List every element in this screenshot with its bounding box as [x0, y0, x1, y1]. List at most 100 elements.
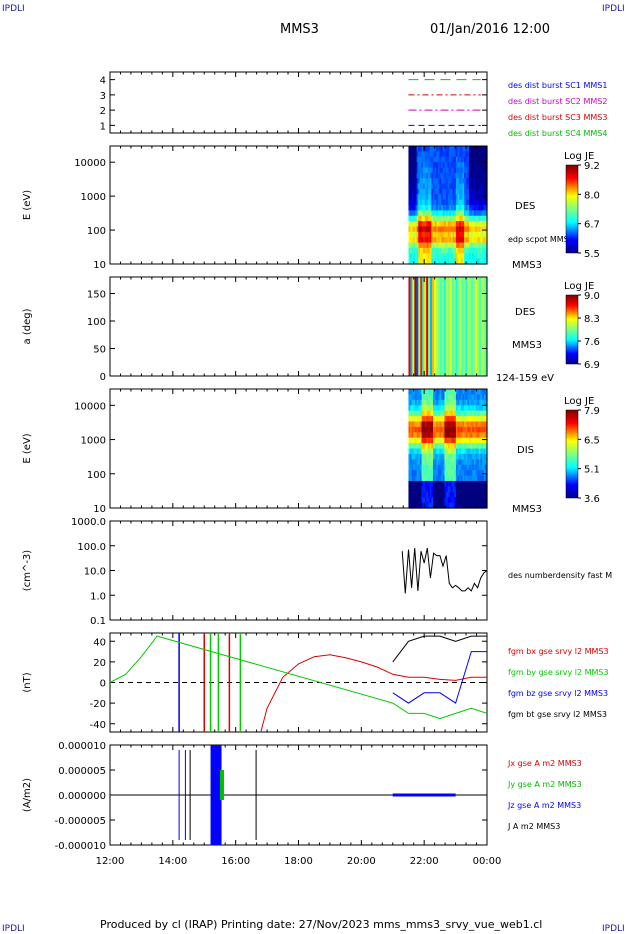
ylabel-des-energy: E (eV)	[22, 190, 33, 220]
spectrogram-cell	[478, 205, 482, 211]
spectrogram-cell	[460, 242, 464, 249]
ylabel-density: (cm^-3)	[22, 550, 33, 591]
spectrogram-cell	[449, 253, 452, 260]
spectrogram-cell	[433, 247, 436, 254]
spectrogram-cell	[478, 247, 482, 254]
spectrogram-cell	[460, 188, 464, 195]
pitch-stripe	[457, 277, 461, 376]
spectrogram-cell	[416, 167, 419, 174]
spectrogram-cell	[436, 162, 439, 169]
spectrogram-cell	[429, 405, 432, 412]
spectrogram-cell	[442, 253, 446, 260]
spectrogram-cell	[472, 231, 475, 238]
spectrogram-cell	[447, 453, 450, 460]
spectrogram-cell	[464, 443, 467, 450]
spectrogram-cell	[419, 410, 423, 417]
spectrogram-cell	[482, 453, 485, 460]
spectrogram-cell	[480, 497, 483, 504]
spectrogram-cell	[467, 432, 470, 439]
spectrogram-cell	[451, 480, 454, 487]
spectrogram-cell	[478, 253, 482, 260]
spectrogram-cell	[444, 151, 447, 158]
spectrogram-cell	[431, 453, 434, 460]
spectrogram-cell	[413, 459, 416, 466]
spectrogram-cell	[485, 167, 488, 174]
spectrogram-cell	[457, 480, 460, 487]
spectrogram-cell	[460, 215, 464, 222]
spectrogram-cell	[444, 491, 447, 498]
spectrogram-cell	[408, 146, 411, 152]
spectrogram-cell	[483, 247, 486, 254]
spectrogram-cell	[411, 205, 414, 211]
spectrogram-cell	[475, 421, 478, 428]
spectrogram-cell	[418, 399, 421, 406]
spectrogram-cell	[410, 237, 413, 244]
spectrogram-cell	[478, 491, 482, 498]
legend-entry: fgm by gse srvy l2 MMS3	[508, 668, 609, 677]
spectrogram-cell	[415, 237, 418, 244]
spectrogram-cell	[457, 432, 460, 439]
spectrogram-cell	[434, 426, 437, 433]
spectrogram-cell	[469, 172, 472, 179]
spectrogram-cell	[454, 146, 457, 152]
spectrogram-cell	[410, 486, 413, 493]
spectrogram-cell	[464, 491, 467, 498]
spectrogram-cell	[413, 242, 416, 249]
spectrogram-cell	[455, 247, 459, 254]
spectrogram-cell	[473, 215, 477, 222]
spectrogram-cell	[462, 416, 465, 423]
spectrogram-cell	[439, 156, 442, 163]
y-tick-label: 1000.0	[71, 517, 106, 528]
spectrogram-cell	[423, 497, 426, 504]
spectrogram-cell	[431, 231, 434, 238]
spectrogram-cell	[469, 480, 472, 487]
spectrogram-cell	[444, 480, 447, 487]
spectrogram-cell	[419, 167, 423, 174]
corner-tag-top-right: IPDLI	[602, 4, 625, 14]
spectrogram-cell	[423, 237, 426, 244]
colorbar-tick-label: 5.1	[584, 465, 600, 476]
spectrogram-cell	[477, 480, 480, 487]
spectrogram-cell	[433, 443, 436, 450]
spectrogram-cell	[441, 210, 444, 217]
spectrogram-cell	[442, 237, 446, 244]
spectrogram-cell	[462, 475, 465, 482]
spectrogram-cell	[441, 146, 444, 152]
spectrogram-cell	[469, 231, 472, 238]
pitch-stripe	[483, 277, 486, 376]
spectrogram-cell	[436, 205, 439, 211]
spectrogram-cell	[478, 416, 482, 423]
spectrogram-cell	[470, 199, 473, 206]
spectrogram-cell	[421, 410, 424, 417]
spectrogram-cell	[441, 486, 444, 493]
spectrogram-cell	[419, 475, 423, 482]
spectrogram-cell	[415, 491, 418, 498]
spectrogram-cell	[439, 167, 442, 174]
spectrogram-cell	[418, 253, 421, 260]
spectrogram-cell	[423, 426, 426, 433]
spectrogram-cell	[415, 226, 418, 233]
spectrogram-cell	[434, 237, 437, 244]
spectrogram-cell	[473, 437, 477, 444]
spectrogram-cell	[465, 242, 468, 249]
spectrogram-cell	[454, 470, 457, 477]
spectrogram-cell	[411, 475, 414, 482]
spectrogram-cell	[433, 156, 436, 163]
spectrogram-cell	[455, 258, 459, 265]
pitch-stripe	[424, 277, 427, 376]
spectrogram-cell	[482, 464, 485, 471]
spectrogram-cell	[452, 448, 455, 455]
spectrogram-cell	[473, 432, 477, 439]
spectrogram-cell	[431, 226, 434, 233]
spectrogram-cell	[444, 399, 447, 406]
spectrogram-cell	[411, 464, 414, 471]
spectrogram-cell	[419, 151, 423, 158]
spectrogram-cell	[459, 226, 462, 233]
spectrogram-cell	[480, 486, 483, 493]
spectrogram-cell	[446, 394, 449, 401]
spectrogram-cell	[465, 394, 468, 401]
spectrogram-cell	[451, 464, 454, 471]
spectrogram-cell	[451, 156, 454, 163]
spectrogram-cell	[429, 247, 432, 254]
spectrogram-cell	[483, 480, 486, 487]
